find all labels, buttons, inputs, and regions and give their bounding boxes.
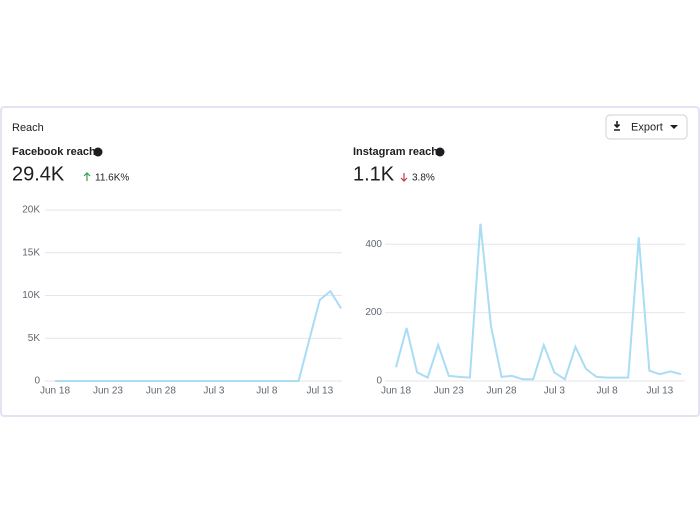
card: [0, 106, 700, 417]
y-tick-label: 0: [376, 376, 382, 387]
line: [55, 289, 342, 382]
down-arrow: [400, 173, 408, 182]
button-label[interactable]: Export: [631, 121, 663, 133]
button-frame[interactable]: [605, 114, 688, 140]
x-tick-label: Jun 18: [40, 386, 70, 397]
export-button[interactable]: Export: [605, 114, 688, 140]
x-tick-label: Jul 8: [256, 386, 278, 397]
download-icon: [613, 121, 621, 131]
y-tick-label: 5K: [28, 333, 41, 344]
x-tick-label: Jun 23: [93, 386, 123, 397]
instagram-panel: Instagram reach 1.1K 3.8%: [353, 146, 445, 185]
x-tick-label: Jun 28: [487, 386, 517, 397]
total: 1.1K: [353, 163, 395, 185]
y-tick-label: 10K: [22, 290, 40, 301]
x-tick-label: Jun 18: [381, 386, 411, 397]
y-tick-label: 200: [365, 307, 382, 318]
up-arrow: [83, 172, 91, 181]
x-tick-label: Jul 13: [306, 386, 333, 397]
total: 29.4K: [12, 163, 65, 185]
facebook-panel: Facebook reach 29.4K 11.6K%: [12, 146, 129, 185]
y-tick-label: 20K: [22, 205, 40, 216]
caret: [670, 125, 678, 129]
chart-title: Instagram reach: [353, 146, 438, 158]
x-tick-label: Jul 3: [203, 386, 225, 397]
x-tick-label: Jul 3: [544, 386, 566, 397]
change: 11.6K%: [95, 173, 129, 184]
x-tick-label: Jun 28: [146, 386, 176, 397]
info-icon: [435, 147, 445, 157]
info-icon: [93, 147, 103, 157]
x-tick-label: Jun 23: [434, 386, 464, 397]
x-tick-label: Jul 13: [647, 386, 674, 397]
y-tick-label: 400: [365, 239, 382, 250]
change: 3.8%: [412, 173, 435, 184]
card-title: Reach: [12, 122, 44, 134]
x-tick-label: Jul 8: [597, 386, 619, 397]
line: [395, 223, 682, 381]
y-tick-label: 0: [34, 376, 40, 387]
y-tick-label: 15K: [22, 247, 40, 258]
chart-title: Facebook reach: [12, 146, 96, 158]
